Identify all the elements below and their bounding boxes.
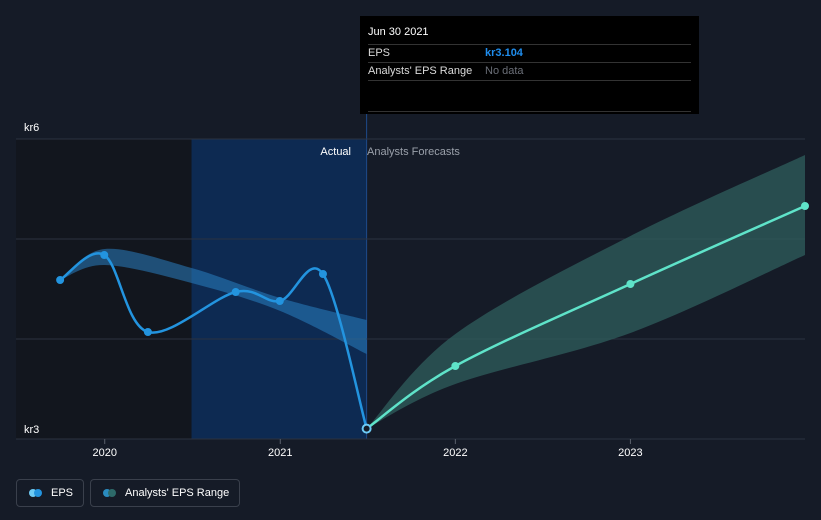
- forecast-point[interactable]: [801, 202, 809, 210]
- eps-chart: kr6 kr3 2020 2021 2022 2023 Actual Analysts F…: [16, 16, 809, 459]
- region-label-actual: Actual: [320, 146, 351, 158]
- tooltip-range-label: Analysts' EPS Range: [368, 65, 473, 77]
- eps-point[interactable]: [361, 423, 372, 434]
- legend-range-button[interactable]: Analysts' EPS Range: [90, 479, 241, 507]
- shade-layer: [16, 16, 368, 439]
- eps-swatch-dot: [29, 489, 37, 497]
- forecast-point[interactable]: [626, 280, 635, 288]
- tooltip-row-range: Analysts' EPS Range No data: [368, 63, 691, 81]
- eps-point[interactable]: [275, 297, 284, 305]
- eps-point[interactable]: [231, 288, 240, 296]
- eps-point[interactable]: [56, 276, 65, 284]
- y-tick-label: kr6: [24, 122, 39, 134]
- tooltip-spacer: [368, 81, 691, 112]
- tooltip-eps-label: EPS: [368, 47, 391, 59]
- eps-swatch-dot: [34, 489, 42, 497]
- tooltip-range-value: No data: [485, 65, 524, 77]
- actual-eps-range-band: [60, 248, 367, 354]
- eps-swatch-icon: [29, 489, 43, 497]
- x-tick-label: 2022: [443, 447, 467, 459]
- legend-eps-button[interactable]: EPS: [16, 479, 85, 507]
- past-shade: [16, 139, 192, 439]
- x-tick-label: 2021: [268, 447, 292, 459]
- x-tick-label: 2020: [92, 447, 116, 459]
- series-points: [56, 202, 809, 434]
- eps-range-bands: [60, 155, 805, 429]
- eps-point[interactable]: [143, 328, 152, 336]
- legend: EPS Analysts' EPS Range: [16, 479, 241, 507]
- tooltip-eps-value: kr3.104: [485, 47, 523, 59]
- legend-eps-label: EPS: [51, 487, 74, 499]
- legend-range-label: Analysts' EPS Range: [125, 487, 230, 499]
- forecast-line: [365, 204, 806, 430]
- eps-point[interactable]: [318, 270, 327, 278]
- tooltip-date: Jun 30 2021: [368, 24, 691, 45]
- forecast-point[interactable]: [451, 362, 460, 370]
- eps-point[interactable]: [100, 251, 109, 259]
- axis-labels: kr6 kr3 2020 2021 2022 2023: [24, 122, 643, 459]
- range-swatch-dot: [103, 489, 112, 497]
- range-swatch-icon: [103, 489, 117, 497]
- forecast-eps-range-band: [366, 155, 805, 429]
- y-tick-label: kr3: [24, 424, 39, 436]
- region-label-forecast: Analysts Forecasts: [367, 146, 460, 158]
- range-swatch-dot: [108, 489, 117, 497]
- tooltip: Jun 30 2021 EPS kr3.104 Analysts' EPS Ra…: [360, 16, 699, 114]
- x-tick-label: 2023: [618, 447, 642, 459]
- tooltip-row-eps: EPS kr3.104: [368, 45, 691, 63]
